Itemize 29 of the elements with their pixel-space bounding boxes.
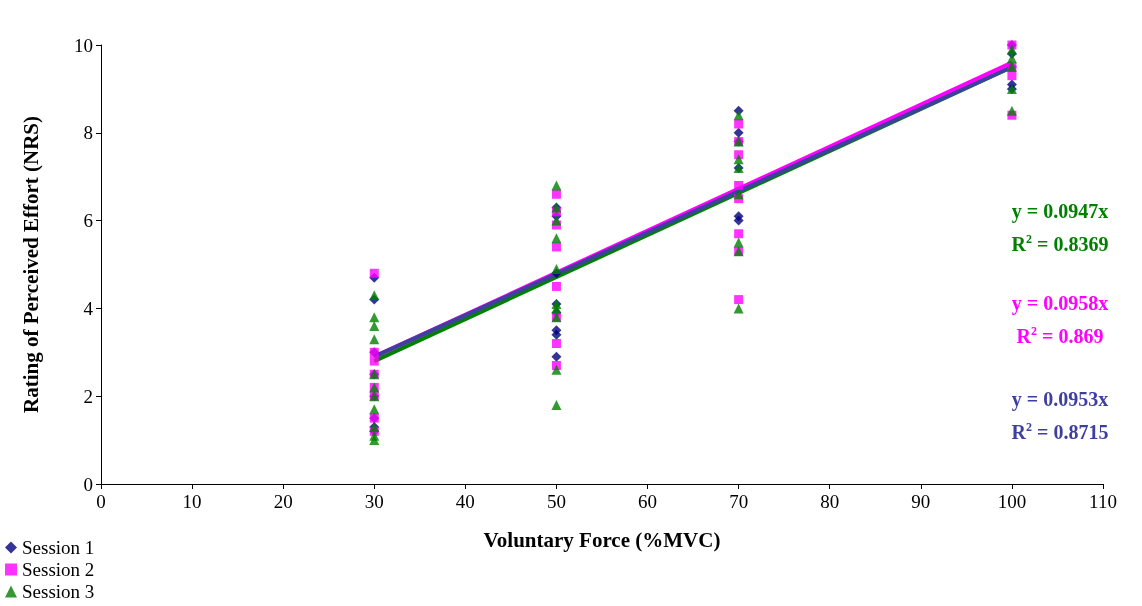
x-tick-label: 0	[96, 491, 106, 512]
x-tick-label: 10	[182, 491, 202, 512]
x-axis-title: Voluntary Force (%MVC)	[483, 527, 721, 552]
annotation: R$^{2}$ = 0.8715	[1010, 420, 1110, 444]
x-tick-label: 40	[455, 491, 475, 512]
annotation: R$^{2}$ = 0.8369	[1010, 232, 1110, 256]
y-tick-label: 0	[83, 473, 93, 495]
x-tick-label: 80	[820, 491, 840, 512]
y-tick-label: 2	[83, 385, 93, 407]
legend-label: Session 3	[22, 581, 95, 602]
legend-label: Session 2	[22, 559, 95, 580]
x-tick-label: 30	[364, 491, 384, 512]
x-tick-label: 20	[273, 491, 293, 512]
x-tick-label: 110	[1089, 491, 1117, 512]
y-tick-label: 6	[83, 210, 93, 232]
y-tick-label: 4	[83, 297, 94, 319]
y-axis-title: Rating of Perceived Effort (NRS)	[18, 115, 43, 414]
annotation: R$^{2}$ = 0.869	[1015, 324, 1105, 348]
x-tick-label: 100	[997, 491, 1027, 512]
x-tick-label: 50	[546, 491, 566, 512]
legend-label: Session 1	[22, 537, 95, 558]
x-tick-label: 70	[729, 491, 749, 512]
annotation: y = 0.0958x	[1010, 292, 1110, 315]
y-tick-label: 8	[83, 122, 93, 144]
x-tick-label: 90	[911, 491, 931, 512]
annotation: y = 0.0947x	[1010, 200, 1110, 223]
annotation: y = 0.0953x	[1010, 388, 1110, 411]
y-tick-label: 10	[74, 34, 93, 56]
x-tick-label: 60	[638, 491, 658, 512]
